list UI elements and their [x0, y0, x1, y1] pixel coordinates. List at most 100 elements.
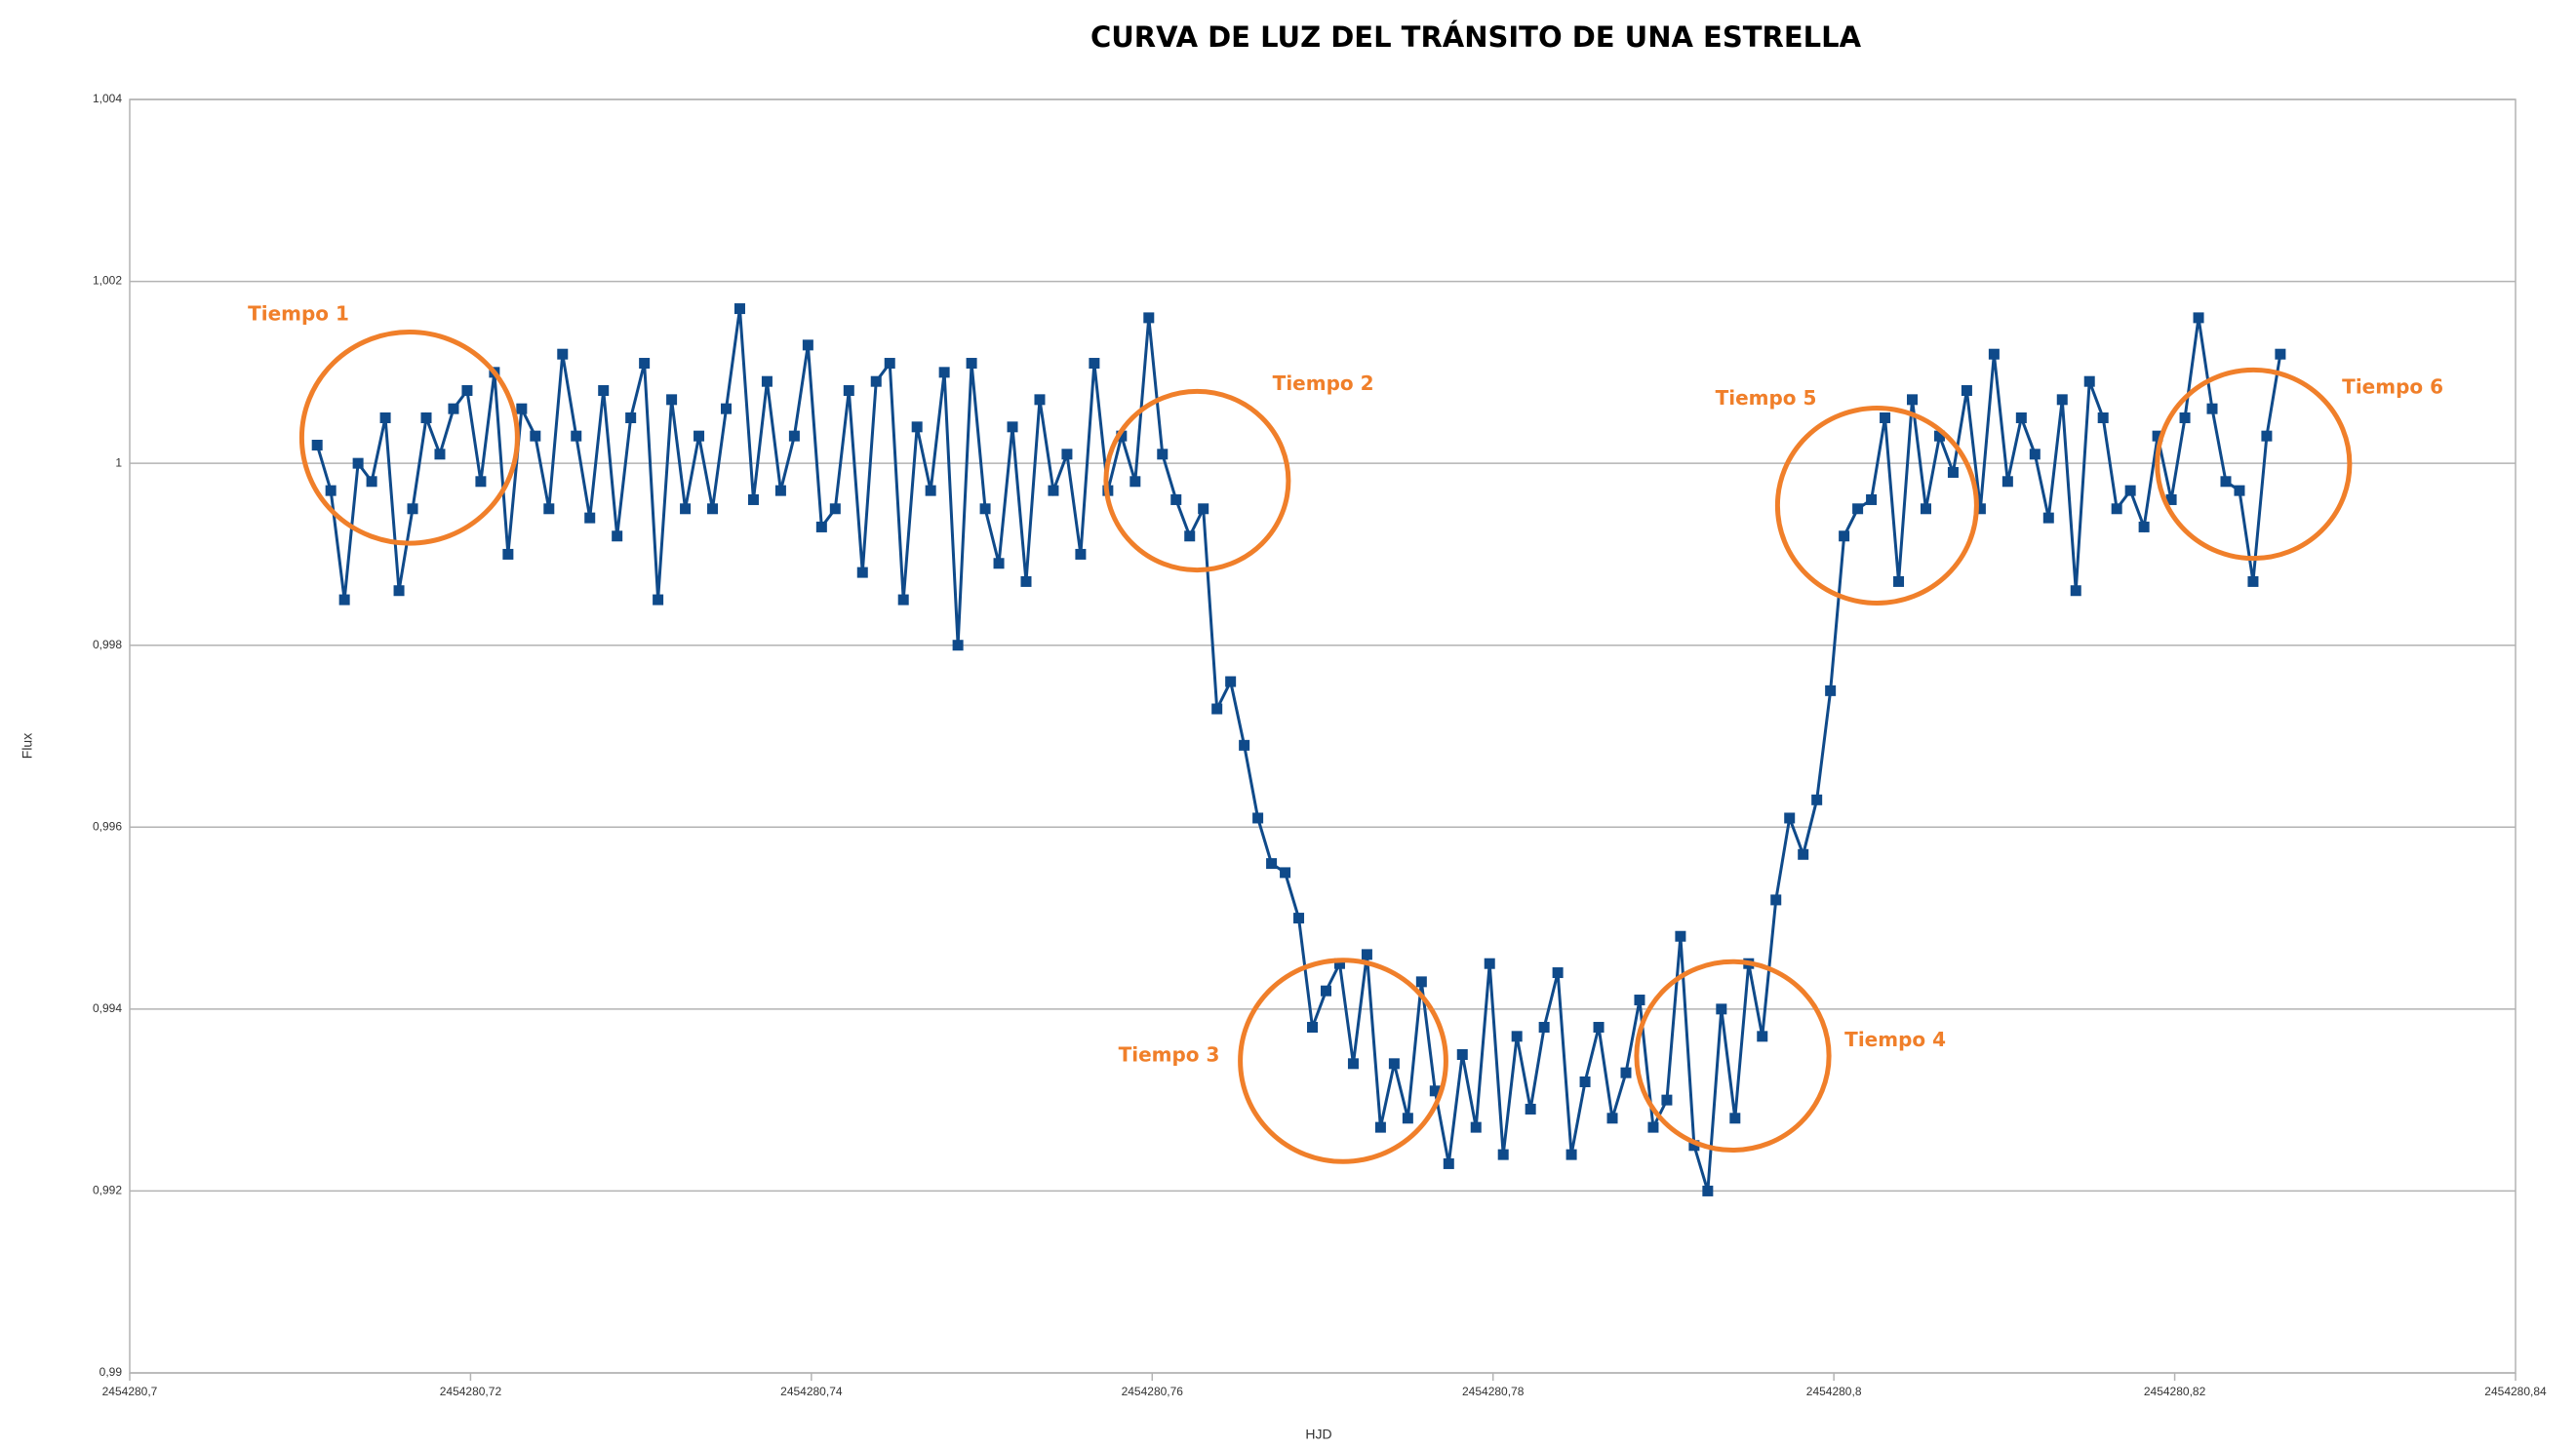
data-point [1374, 1121, 1386, 1133]
data-point [584, 512, 596, 524]
data-point [639, 358, 651, 370]
data-point [653, 594, 664, 606]
y-tick-label: 0,998 [93, 638, 122, 651]
data-point [1252, 812, 1264, 824]
data-point [897, 594, 909, 606]
data-point [571, 430, 582, 442]
data-point [2015, 412, 2027, 423]
data-point [2111, 503, 2122, 515]
data-line [315, 308, 2282, 1192]
annotation-label: Tiempo 2 [1273, 372, 1374, 395]
annotation-circle [298, 330, 520, 546]
data-point [2193, 312, 2204, 324]
data-point [461, 385, 473, 397]
x-tick-label: 2454280,76 [1122, 1385, 1184, 1398]
data-point [1688, 1140, 1700, 1152]
data-point [625, 412, 637, 423]
x-tick-label: 2454280,82 [2144, 1385, 2206, 1398]
data-point [1048, 485, 1059, 496]
data-point [2070, 585, 2081, 597]
data-point [2152, 430, 2163, 442]
data-point [557, 348, 569, 360]
data-point [694, 430, 705, 442]
data-point [1198, 503, 1209, 515]
annotation-label: Tiempo 3 [1119, 1042, 1220, 1066]
data-point [2097, 412, 2109, 423]
data-point [1333, 958, 1345, 969]
y-tick-label: 0,992 [93, 1184, 122, 1197]
data-point [1538, 1022, 1550, 1034]
data-point [502, 548, 514, 560]
data-point [1579, 1076, 1591, 1087]
data-point [843, 385, 854, 397]
data-point [1961, 385, 1972, 397]
data-point [2247, 575, 2259, 587]
data-point [2083, 375, 2095, 387]
x-tick-label: 2454280,74 [780, 1385, 843, 1398]
data-point [1552, 967, 1564, 979]
data-point [338, 594, 350, 606]
data-point [1239, 739, 1250, 751]
data-point [2220, 476, 2232, 488]
data-point [1770, 894, 1782, 906]
data-point [2206, 403, 2218, 414]
data-point [733, 303, 745, 315]
data-point [1757, 1031, 1768, 1042]
data-point [1933, 430, 1945, 442]
annotation-label: Tiempo 6 [2342, 374, 2443, 398]
y-tick-label: 0,99 [99, 1365, 123, 1379]
annotation-circle [1238, 958, 1448, 1164]
data-point [2029, 449, 2041, 460]
data-point [1320, 985, 1331, 997]
data-point [1947, 466, 1959, 478]
x-tick-label: 2454280,7 [102, 1385, 158, 1398]
data-point [448, 403, 459, 414]
data-point [1880, 412, 1891, 423]
annotation-circle [1634, 959, 1832, 1154]
data-point [1143, 312, 1155, 324]
x-tick-label: 2454280,84 [2484, 1385, 2547, 1398]
y-tick-label: 1 [115, 455, 122, 469]
data-point [993, 558, 1005, 569]
annotation-label: Tiempo 5 [1716, 386, 1817, 410]
data-point [1034, 394, 1046, 406]
data-point [1388, 1058, 1400, 1070]
data-point [1729, 1113, 1741, 1124]
data-point [1225, 676, 1237, 687]
data-point [1974, 503, 1986, 515]
x-tick-label: 2454280,78 [1462, 1385, 1525, 1398]
data-point [1920, 503, 1931, 515]
data-point [311, 439, 323, 450]
data-point [1511, 1031, 1523, 1042]
data-point [1007, 421, 1018, 433]
data-point [352, 457, 364, 469]
data-point [1825, 685, 1837, 696]
data-point [2138, 521, 2150, 532]
data-point [1361, 949, 1372, 960]
plot-border [129, 98, 2517, 1374]
x-axis-label: HJD [1305, 1427, 1331, 1442]
data-point [1061, 449, 1073, 460]
data-point [1852, 503, 1864, 515]
annotation-label: Tiempo 1 [248, 302, 349, 326]
data-point [966, 358, 977, 370]
data-point [952, 640, 964, 651]
data-point [1415, 976, 1427, 988]
data-point [1184, 530, 1196, 542]
data-point [612, 530, 623, 542]
data-point [1647, 1121, 1659, 1133]
data-point [856, 567, 868, 578]
data-point [1116, 430, 1128, 442]
y-tick-label: 0,994 [93, 1001, 122, 1015]
data-point [1661, 1094, 1673, 1106]
data-point [1293, 913, 1305, 924]
data-point [1429, 1085, 1441, 1097]
data-point [1702, 1185, 1714, 1196]
data-point [1157, 449, 1169, 460]
data-point [1211, 703, 1223, 715]
data-point [1020, 575, 1032, 587]
data-point [516, 403, 528, 414]
data-point [2179, 412, 2191, 423]
data-point [1893, 575, 1905, 587]
